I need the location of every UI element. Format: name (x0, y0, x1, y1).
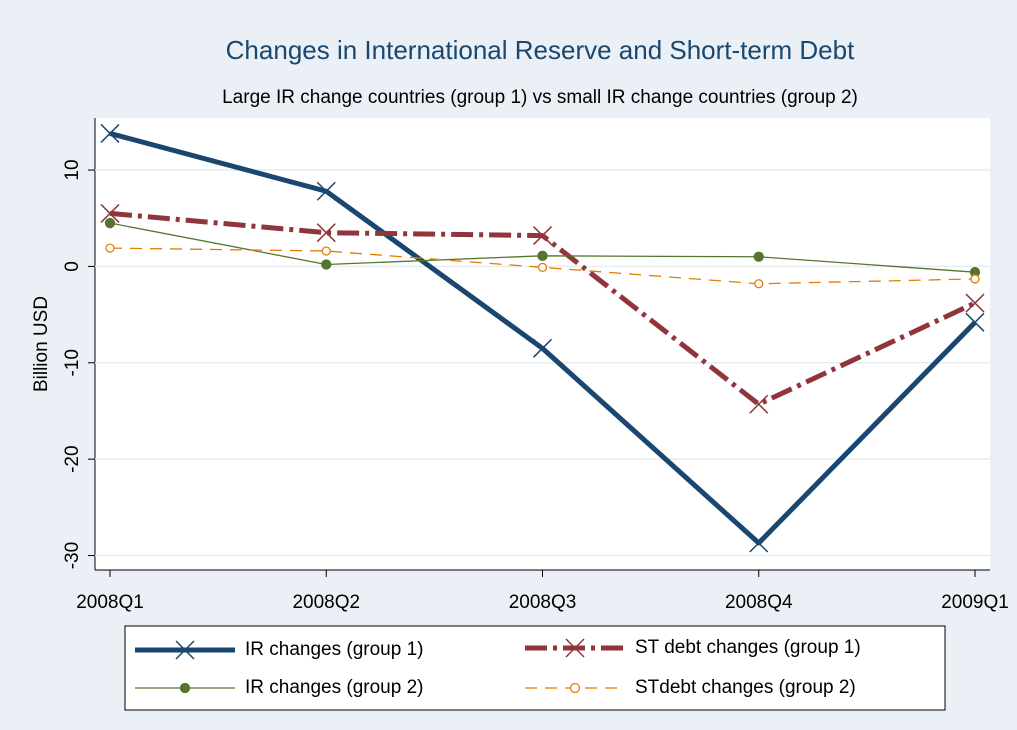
data-point (970, 274, 980, 284)
y-tick-label: -10 (62, 349, 83, 376)
data-point (749, 533, 769, 553)
legend (124, 625, 946, 711)
data-point (537, 262, 548, 273)
y-tick-label: -20 (62, 445, 83, 472)
x-tick-label: 2009Q1 (941, 592, 1009, 613)
legend-label: STdebt changes (group 2) (635, 677, 856, 698)
legend-marker (175, 640, 195, 660)
legend-label: ST debt changes (group 1) (635, 637, 861, 658)
data-point (754, 279, 764, 289)
y-axis-label: Billion USD (31, 296, 52, 392)
x-tick-label: 2008Q2 (292, 592, 360, 613)
data-point (316, 223, 336, 243)
y-tick-label: -30 (62, 542, 83, 569)
legend-marker (565, 638, 585, 658)
x-tick-label: 2008Q3 (509, 592, 577, 613)
legend-label: IR changes (group 2) (245, 677, 424, 698)
chart-subtitle: Large IR change countries (group 1) vs s… (222, 87, 858, 108)
data-point (316, 181, 336, 201)
data-point (753, 251, 764, 262)
x-tick-label: 2008Q1 (76, 592, 144, 613)
data-point (965, 312, 985, 332)
x-tick-label: 2008Q4 (725, 592, 793, 613)
legend-label: IR changes (group 1) (245, 639, 424, 660)
chart-title: Changes in International Reserve and Sho… (226, 35, 855, 65)
plot-area (95, 118, 990, 570)
data-point (537, 250, 548, 261)
data-point (532, 226, 553, 246)
data-point (965, 293, 985, 313)
data-point (532, 338, 553, 358)
y-tick-label: 0 (62, 261, 83, 272)
legend-marker (179, 682, 191, 694)
y-tick-label: 10 (62, 159, 83, 180)
data-point (100, 123, 120, 143)
data-point (321, 259, 332, 270)
data-point (105, 243, 115, 253)
legend-marker (569, 682, 581, 694)
series-line (109, 247, 976, 285)
data-point (104, 217, 116, 229)
data-point (749, 394, 769, 414)
data-point (100, 203, 120, 223)
data-point (321, 246, 331, 256)
